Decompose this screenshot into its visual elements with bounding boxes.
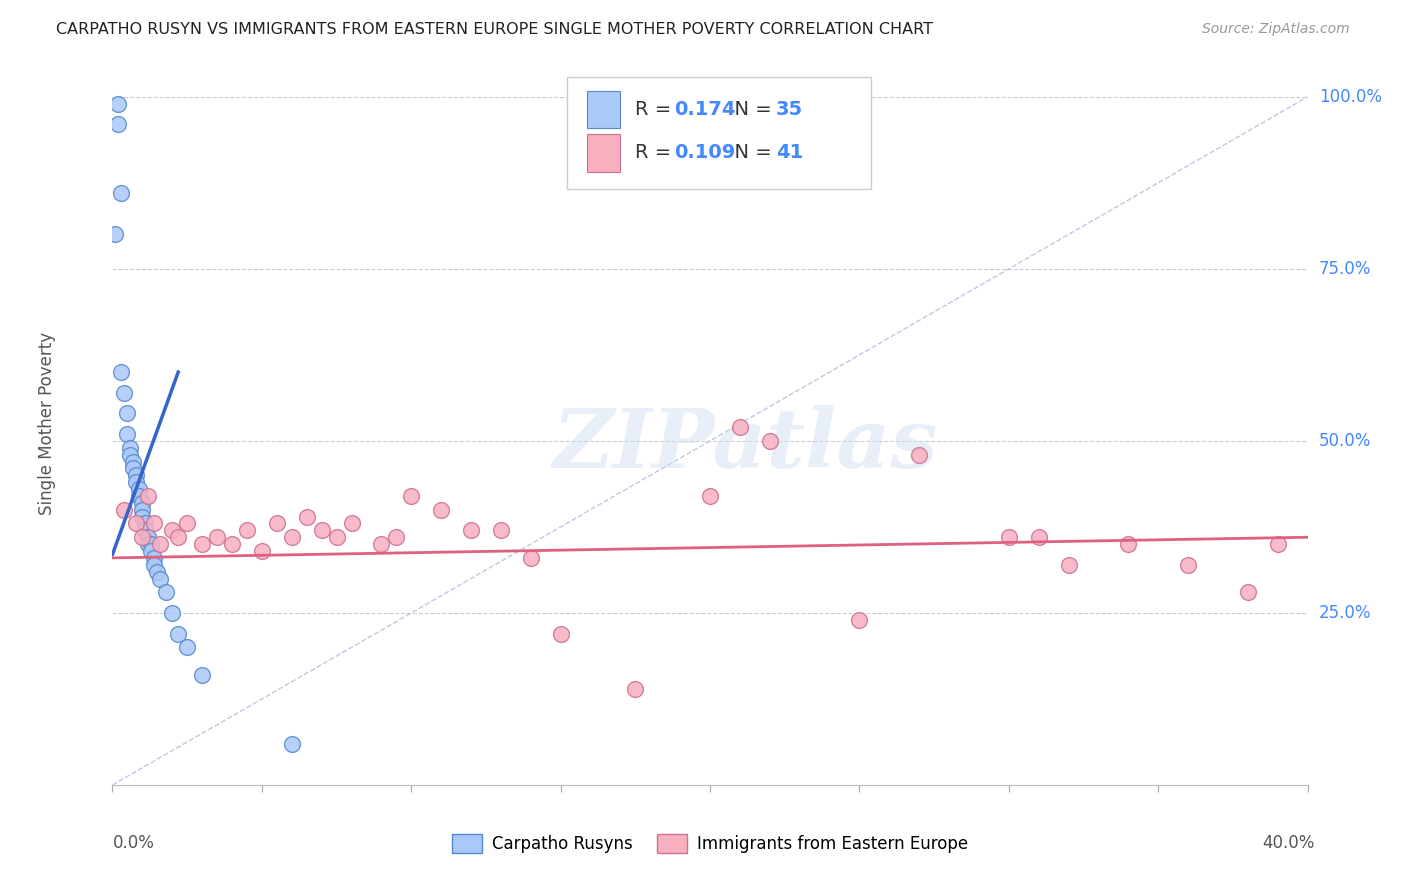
Text: 41: 41 [776,144,803,162]
Point [176,516,198,531]
Point [117,406,139,420]
Point [1028,530,1050,544]
Point [1118,537,1140,551]
Point [149,537,172,551]
Point [162,524,183,538]
Point [117,427,139,442]
Point [550,626,572,640]
FancyBboxPatch shape [586,91,620,128]
Point [191,537,214,551]
Text: 35: 35 [776,100,803,119]
Point [281,737,304,751]
Point [143,516,166,531]
Text: N =: N = [723,100,778,119]
Point [128,482,150,496]
Point [141,544,163,558]
Point [134,524,156,538]
Point [114,502,135,516]
Point [385,530,408,544]
FancyBboxPatch shape [567,77,872,189]
Text: CARPATHO RUSYN VS IMMIGRANTS FROM EASTERN EUROPE SINGLE MOTHER POVERTY CORRELATI: CARPATHO RUSYN VS IMMIGRANTS FROM EASTER… [56,22,934,37]
Point [120,441,142,455]
Point [281,530,304,544]
Point [149,572,172,586]
Point [176,640,198,655]
Point [848,613,870,627]
Point [908,448,931,462]
FancyBboxPatch shape [586,134,620,171]
Text: 0.174: 0.174 [675,100,735,119]
Point [110,186,132,201]
Point [131,530,153,544]
Point [728,420,751,434]
Point [131,509,153,524]
Point [311,524,333,538]
Point [401,489,423,503]
Point [520,550,543,565]
Text: 0.0%: 0.0% [112,834,155,852]
Point [221,537,243,551]
Point [162,606,183,620]
Point [325,530,347,544]
Text: Source: ZipAtlas.com: Source: ZipAtlas.com [1202,22,1350,37]
Point [107,117,129,131]
Point [141,537,163,551]
Point [1267,537,1289,551]
Point [131,496,153,510]
Point [125,516,148,531]
Text: R =: R = [634,100,678,119]
Point [998,530,1021,544]
Point [131,502,153,516]
Point [236,524,259,538]
Point [167,626,190,640]
Point [759,434,782,448]
Point [122,461,145,475]
Point [125,468,148,483]
Point [143,550,166,565]
Point [104,227,127,242]
Text: 0.109: 0.109 [675,144,735,162]
Point [624,681,647,696]
Point [138,530,160,544]
Text: 100.0%: 100.0% [1319,87,1382,106]
Point [250,544,273,558]
Point [1057,558,1080,572]
Point [155,585,177,599]
Point [340,516,363,531]
Point [120,448,142,462]
Text: 25.0%: 25.0% [1319,604,1371,622]
Point [489,524,512,538]
Text: Single Mother Poverty: Single Mother Poverty [38,332,56,516]
Text: ZIPatlas: ZIPatlas [553,405,939,485]
Point [122,454,145,468]
Point [167,530,190,544]
Point [138,489,160,503]
Point [295,509,318,524]
Point [114,385,135,400]
Legend: Carpatho Rusyns, Immigrants from Eastern Europe: Carpatho Rusyns, Immigrants from Eastern… [444,827,976,860]
Text: 50.0%: 50.0% [1319,432,1371,450]
Point [128,489,150,503]
Point [1177,558,1199,572]
Point [107,96,129,111]
Point [370,537,392,551]
Point [205,530,228,544]
Point [110,365,132,379]
Point [134,516,156,531]
Point [191,668,214,682]
Point [266,516,288,531]
Point [430,502,453,516]
Point [1237,585,1260,599]
Text: R =: R = [634,144,678,162]
Text: 75.0%: 75.0% [1319,260,1371,278]
Point [460,524,482,538]
Text: N =: N = [723,144,778,162]
Point [138,537,160,551]
Point [143,558,166,572]
Point [125,475,148,490]
Point [699,489,721,503]
Text: 40.0%: 40.0% [1263,834,1315,852]
Point [146,565,169,579]
